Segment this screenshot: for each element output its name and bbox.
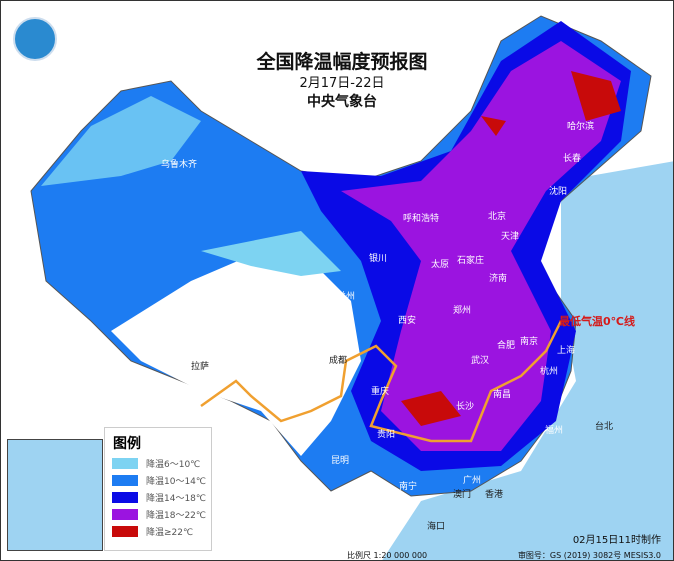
date-range: 2月17日-22日 (299, 76, 385, 91)
city-label: 南宁 (399, 482, 418, 492)
zero-temp-line (200, 320, 563, 443)
organization: 中央气象台 (307, 94, 377, 110)
cma-logo (13, 17, 57, 61)
legend-item: 降温14～18℃ (112, 491, 211, 504)
city-label: 福州 (545, 426, 564, 436)
legend-swatch (112, 526, 138, 537)
legend-label: 降温6～10℃ (146, 460, 201, 470)
city-label: 澳门 (453, 490, 472, 500)
region-22plus-1 (571, 71, 621, 121)
legend-swatch (112, 475, 138, 486)
city-label: 重庆 (371, 387, 390, 397)
city-label: 哈尔滨 (567, 122, 595, 132)
legend-swatch (112, 458, 138, 469)
map-title: 全国降温幅度预报图 (256, 51, 428, 73)
city-label: 郑州 (453, 306, 472, 316)
legend-item: 降温18～22℃ (112, 508, 211, 521)
city-label: 香港 (485, 490, 504, 500)
region-22plus-3 (481, 116, 506, 136)
city-label: 北京 (488, 212, 507, 222)
legend-label: 降温18～22℃ (146, 511, 207, 521)
city-label: 石家庄 (457, 256, 485, 266)
city-label: 合肥 (497, 341, 516, 351)
zero-line-label: 最低气温0℃线 (559, 315, 635, 328)
city-label: 银川 (369, 254, 388, 264)
legend-item: 降温≥22℃ (112, 525, 211, 538)
region-22plus-2 (401, 391, 461, 426)
sea (382, 161, 673, 560)
city-label: 乌鲁木齐 (161, 160, 198, 170)
city-label: 成都 (329, 356, 348, 366)
city-label: 长春 (563, 154, 582, 164)
city-label: 长沙 (456, 402, 475, 412)
scale-text: 比例尺 1:20 000 000 (347, 551, 428, 560)
city-label: 贵阳 (377, 430, 396, 440)
city-label: 广州 (463, 476, 482, 486)
south-china-sea-inset (7, 439, 103, 551)
region-none (111, 251, 361, 456)
legend-label: 降温10～14℃ (146, 477, 207, 487)
city-label: 上海 (557, 346, 576, 356)
city-label: 呼和浩特 (403, 214, 440, 224)
legend-title: 图例 (113, 436, 141, 452)
city-label: 台北 (595, 422, 614, 432)
city-label: 济南 (489, 274, 508, 284)
city-label: 太原 (431, 260, 450, 270)
city-label: 南京 (520, 337, 539, 347)
legend-swatch (112, 509, 138, 520)
legend-label: 降温14～18℃ (146, 494, 207, 504)
made-time: 02月15日11时制作 (572, 535, 661, 546)
city-label: 拉萨 (191, 362, 210, 372)
city-label: 武汉 (471, 356, 490, 366)
city-label: 南昌 (493, 390, 512, 400)
city-label: 沈阳 (549, 187, 568, 197)
approval-number: 审图号：GS (2019) 3082号 MESIS3.0 (517, 551, 661, 560)
city-label: 海口 (427, 522, 446, 532)
city-label: 天津 (501, 232, 520, 242)
city-label: 西安 (398, 316, 417, 326)
legend-swatch (112, 492, 138, 503)
city-label: 兰州 (337, 292, 356, 302)
region-6-10b (201, 231, 341, 276)
legend-label: 降温≥22℃ (146, 528, 194, 538)
legend: 图例 降温6～10℃ 降温10～14℃ 降温14～18℃ 降温18～22℃ 降温≥22℃ (104, 427, 212, 551)
city-label: 西宁 (309, 284, 328, 294)
legend-item: 降温10～14℃ (112, 474, 211, 487)
city-label: 杭州 (540, 367, 559, 377)
region-6-10 (41, 96, 201, 186)
city-label: 昆明 (331, 456, 350, 466)
region-18-22 (341, 41, 621, 451)
legend-item: 降温6～10℃ (112, 457, 211, 470)
